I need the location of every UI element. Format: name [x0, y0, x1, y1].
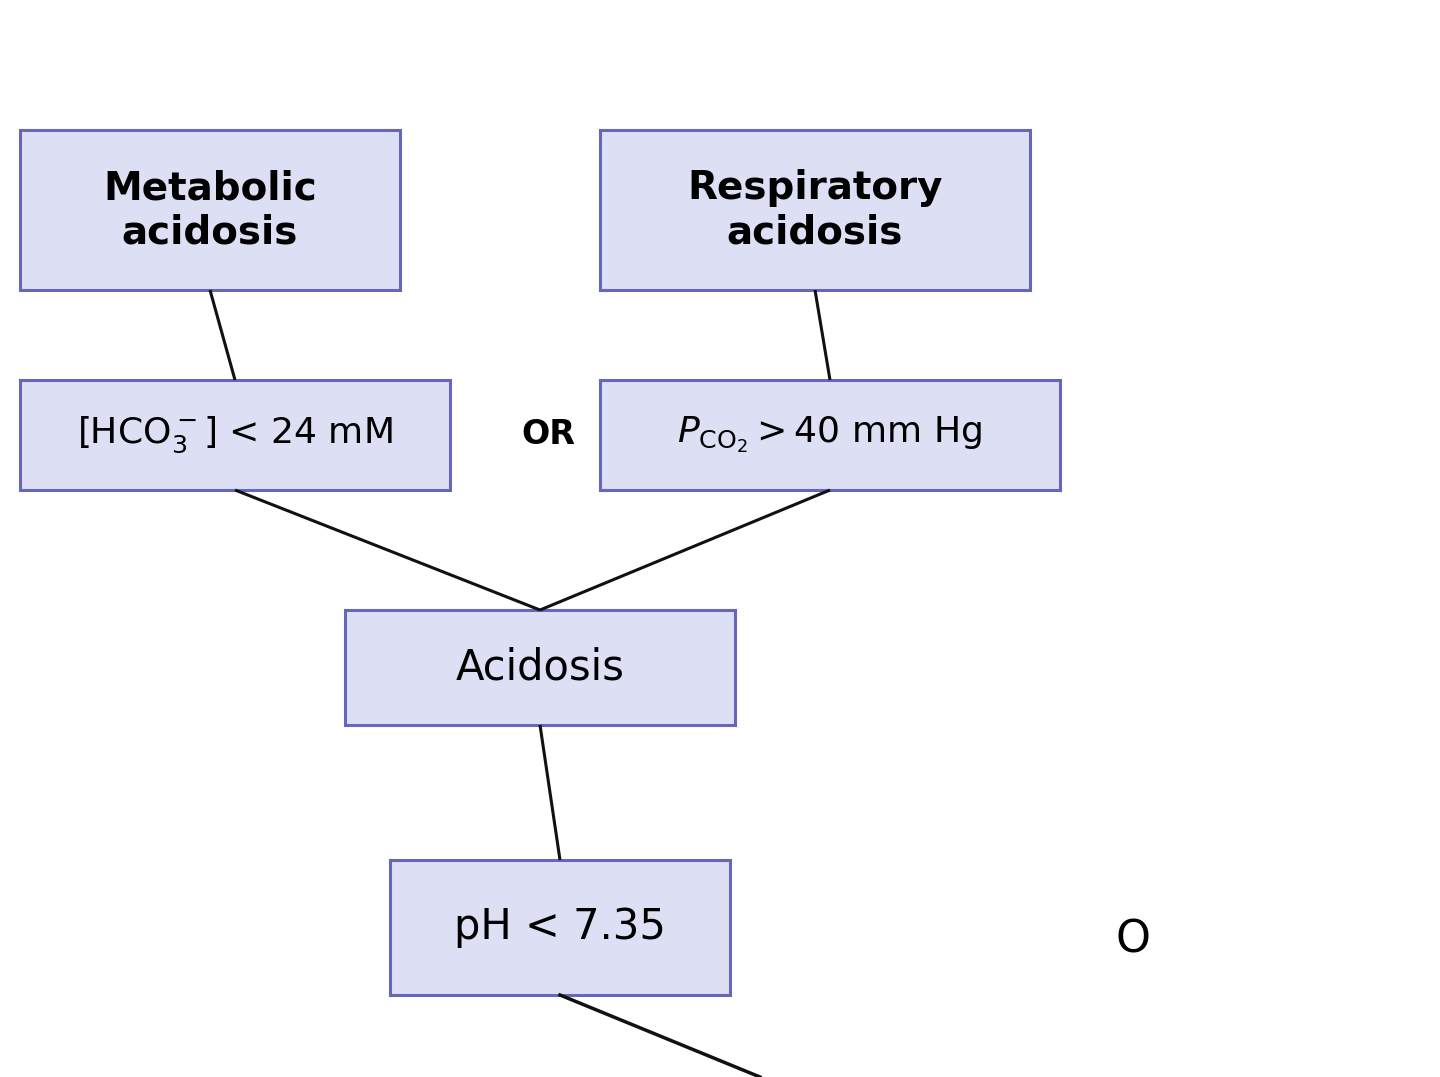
FancyBboxPatch shape	[346, 610, 734, 725]
FancyBboxPatch shape	[20, 130, 400, 290]
Text: Acidosis: Acidosis	[455, 646, 625, 688]
Text: O: O	[1115, 919, 1151, 962]
FancyBboxPatch shape	[600, 380, 1060, 490]
FancyBboxPatch shape	[600, 130, 1030, 290]
Text: pH < 7.35: pH < 7.35	[454, 907, 665, 949]
FancyBboxPatch shape	[390, 861, 730, 995]
FancyBboxPatch shape	[20, 380, 449, 490]
Text: Respiratory
acidosis: Respiratory acidosis	[687, 169, 943, 251]
Text: OR: OR	[521, 419, 575, 451]
Text: $\mathit{P}_{\mathregular{CO_2}}$$\mathregular{> 40\ mm\ Hg}$: $\mathit{P}_{\mathregular{CO_2}}$$\mathr…	[677, 415, 982, 456]
Text: $\mathregular{[HCO_3^-]}$ < 24 mM: $\mathregular{[HCO_3^-]}$ < 24 mM	[78, 415, 393, 456]
Text: Metabolic
acidosis: Metabolic acidosis	[104, 169, 317, 251]
